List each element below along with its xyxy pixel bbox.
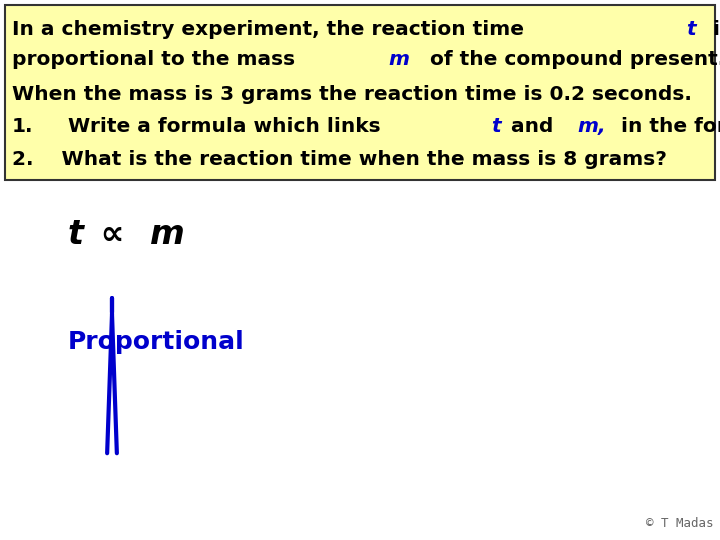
Text: © T Madas: © T Madas (647, 517, 714, 530)
Text: proportional to the mass: proportional to the mass (12, 50, 302, 69)
Text: Proportional: Proportional (68, 330, 245, 354)
Text: t: t (68, 218, 84, 251)
Text: t: t (491, 117, 501, 136)
Text: 1.: 1. (12, 117, 34, 136)
FancyBboxPatch shape (5, 5, 715, 180)
Text: is directly: is directly (698, 20, 720, 39)
Text: m: m (389, 50, 410, 69)
Text: In a chemistry experiment, the reaction time: In a chemistry experiment, the reaction … (12, 20, 531, 39)
Text: and: and (504, 117, 560, 136)
Text: 2.    What is the reaction time when the mass is 8 grams?: 2. What is the reaction time when the ma… (12, 150, 667, 169)
Text: in the form: in the form (614, 117, 720, 136)
Text: ∝: ∝ (89, 218, 136, 251)
Text: When the mass is 3 grams the reaction time is 0.2 seconds.: When the mass is 3 grams the reaction ti… (12, 85, 692, 104)
Text: t: t (686, 20, 696, 39)
Text: m,: m, (577, 117, 606, 136)
Text: m: m (150, 218, 184, 251)
Text: of the compound present.: of the compound present. (416, 50, 720, 69)
Text: Write a formula which links: Write a formula which links (40, 117, 387, 136)
